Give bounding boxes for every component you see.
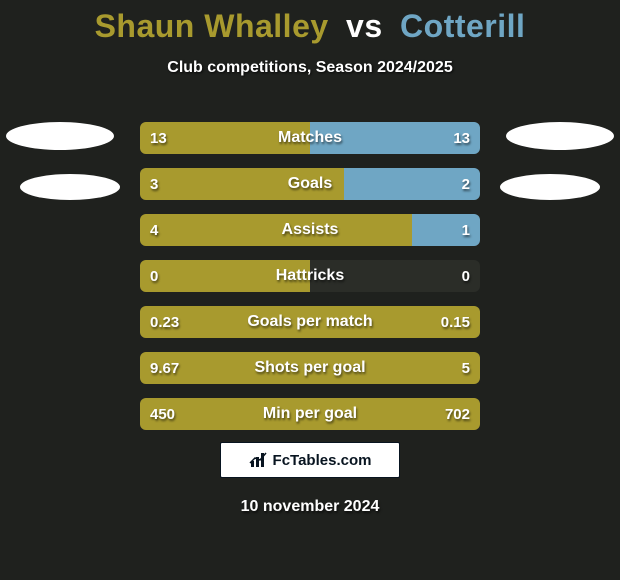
stat-segment-player1 [140, 214, 412, 246]
stat-row: 41Assists [140, 214, 480, 246]
stat-segment-player1 [140, 352, 480, 384]
stat-segment-player1 [140, 168, 344, 200]
player2-name: Cotterill [400, 8, 525, 44]
brand-badge[interactable]: FcTables.com [220, 442, 400, 478]
date-label: 10 november 2024 [0, 498, 620, 516]
player2-avatar-placeholder-2 [500, 174, 600, 200]
stat-value-player2: 0 [452, 260, 480, 292]
stat-row: 32Goals [140, 168, 480, 200]
player1-avatar-placeholder-2 [20, 174, 120, 200]
stat-segment-player2 [310, 122, 480, 154]
stat-segment-player1 [140, 122, 310, 154]
vs-label: vs [338, 8, 391, 44]
stat-row: 450702Min per goal [140, 398, 480, 430]
comparison-title: Shaun Whalley vs Cotterill [0, 0, 620, 45]
stat-segment-player1 [140, 398, 480, 430]
stat-row: 00Hattricks [140, 260, 480, 292]
subtitle: Club competitions, Season 2024/2025 [0, 59, 620, 77]
stat-segment-player2 [344, 168, 480, 200]
stat-segment-player1 [140, 306, 480, 338]
stat-segment-player2 [412, 214, 480, 246]
player2-avatar-placeholder-1 [506, 122, 614, 150]
stat-bars: 1313Matches 32Goals 41Assists 00Hattricks 0.… [140, 122, 480, 430]
player1-name: Shaun Whalley [95, 8, 329, 44]
stat-row: 1313Matches [140, 122, 480, 154]
player1-avatar-placeholder-1 [6, 122, 114, 150]
brand-text: FcTables.com [273, 452, 372, 469]
stat-segment-player1 [140, 260, 310, 292]
stat-row: 0.230.15Goals per match [140, 306, 480, 338]
brand-chart-icon [249, 451, 269, 469]
stat-row: 9.675Shots per goal [140, 352, 480, 384]
